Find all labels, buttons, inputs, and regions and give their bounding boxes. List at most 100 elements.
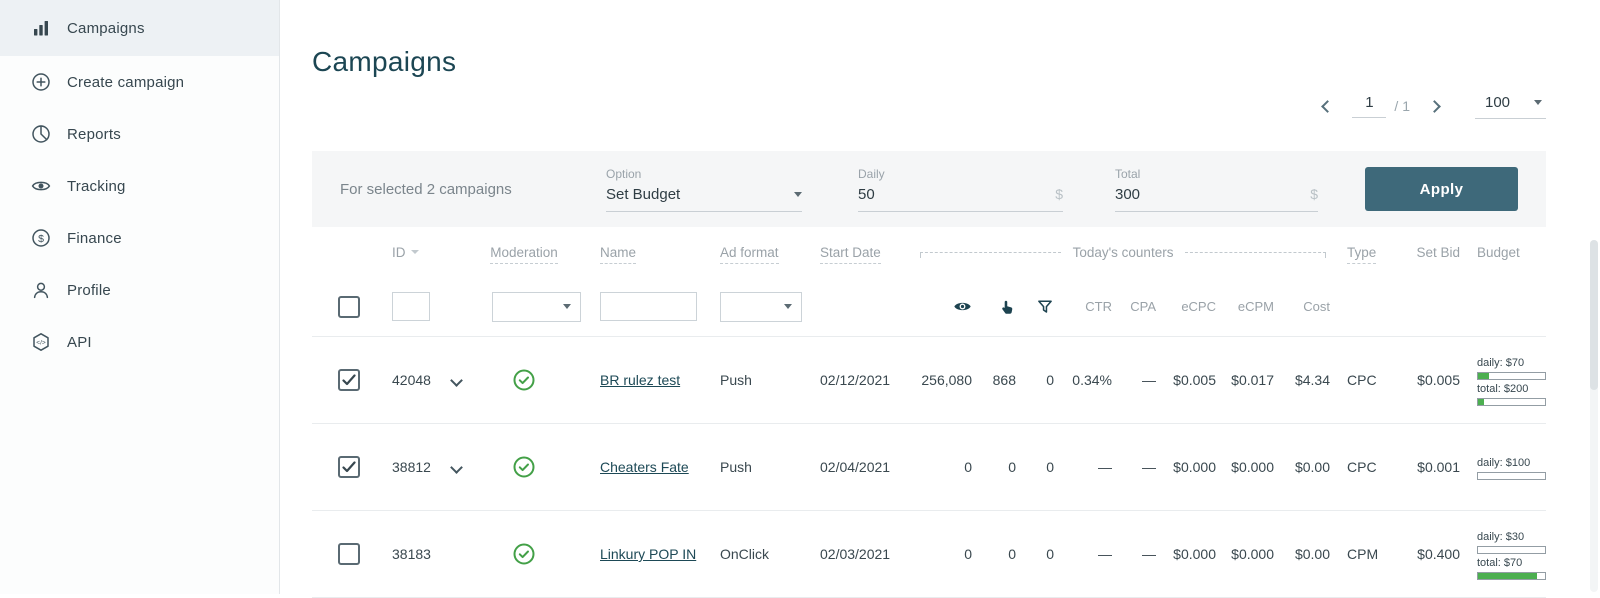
chevron-down-icon [784, 304, 792, 309]
expand-row-icon[interactable] [449, 374, 463, 387]
sidebar-item-label: API [67, 333, 92, 351]
column-header-start-date[interactable]: Start Date [820, 244, 881, 264]
budget-daily-label: daily: $30 [1477, 531, 1525, 543]
column-header-cpa: CPA [1130, 299, 1156, 314]
ad-format-value: Push [720, 372, 752, 388]
chevron-down-icon [794, 191, 802, 197]
chevron-down-icon [563, 304, 571, 309]
campaign-name-link[interactable]: BR rulez test [600, 372, 681, 388]
column-header-type[interactable]: Type [1347, 244, 1377, 264]
campaign-name-link[interactable]: Cheaters Fate [600, 459, 689, 475]
tap-icon [1002, 300, 1013, 314]
cpa-value: — [1142, 459, 1156, 475]
pie-chart-icon [30, 124, 52, 144]
impressions-value: 0 [964, 459, 972, 475]
campaign-row: 38183 Linkury POP IN OnClick 02/03/2021 … [312, 511, 1546, 598]
set-bid-value: $0.001 [1417, 459, 1460, 475]
column-header-name[interactable]: Name [600, 244, 637, 264]
set-bid-value: $0.400 [1417, 546, 1460, 562]
plus-circle-icon [30, 72, 52, 92]
prev-page-button[interactable] [1313, 96, 1342, 117]
ctr-value: 0.34% [1072, 372, 1112, 388]
svg-text:</>: </> [36, 340, 46, 347]
sidebar-item-reports[interactable]: Reports [0, 108, 279, 160]
sidebar-item-label: Profile [67, 281, 111, 299]
eye-icon [30, 176, 52, 196]
column-header-moderation[interactable]: Moderation [490, 244, 558, 264]
ecpm-value: $0.000 [1231, 459, 1274, 475]
sidebar-item-profile[interactable]: Profile [0, 264, 279, 316]
eye-icon [954, 302, 971, 311]
row-checkbox[interactable] [338, 543, 360, 565]
bulk-action-bar: For selected 2 campaigns Option Set Budg… [312, 151, 1546, 227]
chevron-right-icon [1428, 99, 1441, 113]
page-size-value: 100 [1485, 93, 1511, 111]
sidebar-item-campaigns[interactable]: Campaigns [0, 0, 279, 56]
sidebar-item-api[interactable]: </> API [0, 316, 279, 368]
column-header-set-bid: Set Bid [1416, 244, 1460, 260]
moderation-filter-select[interactable] [492, 291, 581, 322]
moderation-approved-icon [513, 369, 535, 391]
budget-cell: daily: $70 total: $200 [1460, 354, 1546, 406]
bulk-option-select[interactable]: Option Set Budget [606, 167, 802, 212]
sidebar-item-label: Reports [67, 125, 121, 143]
next-page-button[interactable] [1420, 96, 1449, 117]
moderation-approved-icon [513, 456, 535, 478]
name-filter-input[interactable] [600, 292, 697, 321]
page-number-input[interactable] [1352, 94, 1387, 118]
ctr-value: — [1098, 459, 1112, 475]
set-bid-value: $0.005 [1417, 372, 1460, 388]
total-budget-input[interactable] [1115, 185, 1235, 203]
cost-value: $0.00 [1294, 459, 1330, 475]
cost-value: $4.34 [1294, 372, 1330, 388]
cpa-value: — [1142, 546, 1156, 562]
pagination: / 1 100 [312, 86, 1546, 126]
row-checkbox[interactable] [338, 369, 360, 391]
ctr-value: — [1098, 546, 1112, 562]
expand-row-icon[interactable] [449, 461, 463, 474]
impressions-value: 0 [964, 546, 972, 562]
campaign-row: 42048 BR rulez test Push 02/12/2021 256,… [312, 337, 1546, 424]
cpa-value: — [1142, 372, 1156, 388]
budget-cell: daily: $100 [1460, 454, 1546, 480]
id-filter-input[interactable] [392, 292, 430, 321]
bar-chart-icon [30, 18, 52, 38]
daily-currency-suffix: $ [1055, 186, 1063, 202]
check-icon [342, 374, 356, 386]
scrollbar-thumb[interactable] [1590, 240, 1598, 390]
budget-total-progress [1477, 572, 1546, 580]
conversions-column-icon [1036, 298, 1054, 316]
cost-value: $0.00 [1294, 546, 1330, 562]
sidebar-item-create-campaign[interactable]: Create campaign [0, 56, 279, 108]
sidebar-item-label: Create campaign [67, 73, 185, 91]
column-header-id[interactable]: ID [380, 245, 438, 260]
budget-daily-progress [1477, 546, 1546, 554]
dollar-circle-icon: $ [30, 228, 52, 248]
scrollbar[interactable] [1590, 240, 1598, 592]
total-currency-suffix: $ [1310, 186, 1318, 202]
page-size-select[interactable]: 100 [1475, 94, 1546, 119]
type-value: CPC [1347, 459, 1377, 475]
column-header-ecpc: eCPC [1181, 299, 1216, 314]
column-header-ecpm: eCPM [1237, 299, 1274, 314]
column-header-cost: Cost [1303, 299, 1330, 314]
budget-daily-label: daily: $100 [1477, 457, 1531, 469]
ad-format-filter-select[interactable] [720, 291, 802, 322]
row-checkbox[interactable] [338, 456, 360, 478]
column-header-ad-format[interactable]: Ad format [720, 244, 779, 264]
sidebar-item-finance[interactable]: $ Finance [0, 212, 279, 264]
daily-budget-input[interactable] [858, 185, 978, 203]
page-title: Campaigns [312, 46, 457, 77]
clicks-column-icon [999, 298, 1016, 316]
campaign-name-link[interactable]: Linkury POP IN [600, 546, 697, 562]
sort-caret-icon [410, 250, 419, 254]
page-count-label: / 1 [1394, 98, 1410, 114]
bracket-line [1185, 252, 1327, 258]
apply-button[interactable]: Apply [1365, 167, 1518, 211]
conversions-value: 0 [1046, 546, 1054, 562]
select-all-checkbox[interactable] [338, 295, 360, 318]
sidebar-item-tracking[interactable]: Tracking [0, 160, 279, 212]
start-date-value: 02/03/2021 [820, 546, 891, 562]
budget-total-progress [1477, 398, 1546, 406]
